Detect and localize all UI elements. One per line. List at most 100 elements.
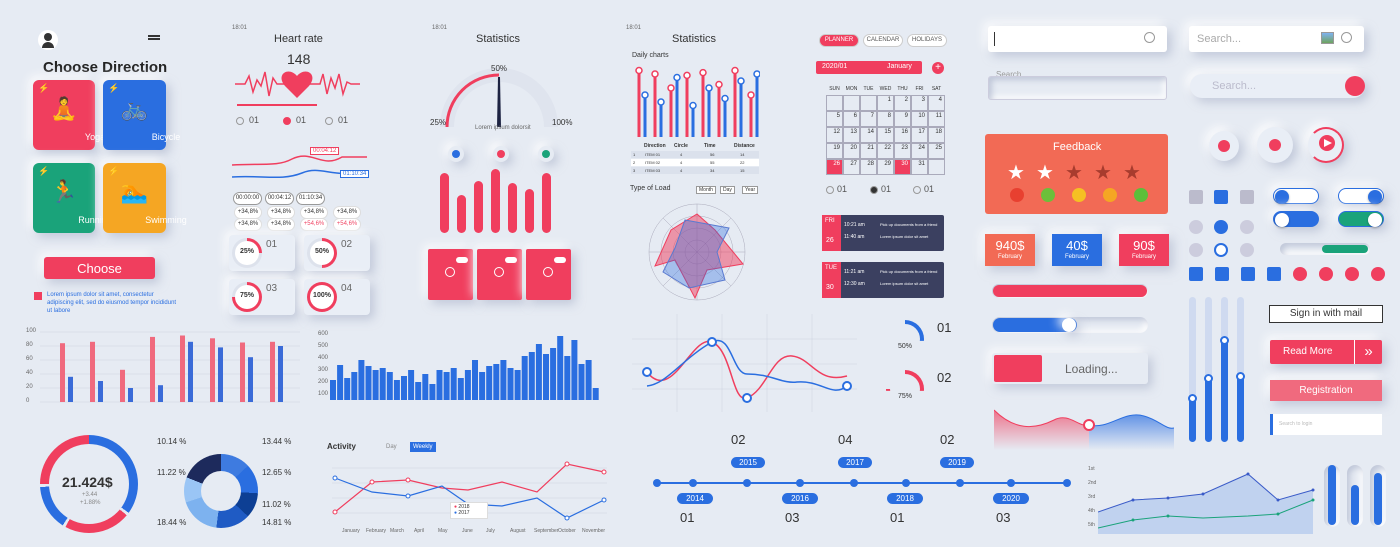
calendar-day[interactable]: 21 <box>860 143 877 159</box>
calendar-day[interactable]: 24 <box>911 143 928 159</box>
day-select[interactable]: Day <box>720 186 735 194</box>
calendar-day[interactable] <box>860 95 877 111</box>
calendar-day[interactable]: 28 <box>860 159 877 175</box>
calendar-day[interactable]: 7 <box>860 111 877 127</box>
toggle-switch[interactable] <box>1338 211 1384 227</box>
search-icon[interactable] <box>1341 32 1352 43</box>
dot-green[interactable] <box>538 146 554 162</box>
calendar-day[interactable]: 22 <box>877 143 894 159</box>
timeline-year[interactable]: 2019 <box>940 457 974 468</box>
avatar[interactable] <box>38 30 58 50</box>
calendar-day[interactable]: 15 <box>877 127 894 143</box>
star-icon[interactable]: ★ <box>1036 162 1054 184</box>
tab-weekly[interactable]: Weekly <box>410 442 436 452</box>
record-button[interactable] <box>1209 131 1239 161</box>
image-icon[interactable] <box>1321 32 1334 44</box>
timeline-node[interactable] <box>1063 479 1071 487</box>
login-field[interactable]: Search to login <box>1270 414 1382 435</box>
choose-button[interactable]: Choose <box>44 257 155 279</box>
toggle-switch[interactable] <box>1273 211 1319 227</box>
calendar-day[interactable]: 11 <box>928 111 945 127</box>
dot-red[interactable] <box>493 146 509 162</box>
star-icon[interactable]: ★ <box>1123 162 1141 184</box>
add-event-button[interactable]: + <box>932 62 944 74</box>
calendar-day[interactable]: 2 <box>894 95 911 111</box>
settings-card[interactable] <box>526 249 571 300</box>
slider-knob[interactable] <box>1188 394 1197 403</box>
time-pill[interactable]: 00:04:12 <box>265 192 294 205</box>
calendar-day[interactable]: 14 <box>860 127 877 143</box>
radio-button[interactable] <box>1189 220 1203 234</box>
timeline-node[interactable] <box>1007 479 1015 487</box>
face-icon[interactable] <box>1103 188 1117 202</box>
calendar-day[interactable] <box>826 95 843 111</box>
calendar-day[interactable] <box>843 95 860 111</box>
search-icon[interactable] <box>1144 32 1155 43</box>
vertical-slider[interactable] <box>1189 297 1196 442</box>
timeline-node[interactable] <box>956 479 964 487</box>
timeline-node[interactable] <box>689 479 697 487</box>
calendar-day[interactable]: 8 <box>877 111 894 127</box>
plus-icon[interactable] <box>1293 267 1307 281</box>
sign-in-button[interactable]: Sign in with mail <box>1269 305 1383 323</box>
face-icon[interactable] <box>1134 188 1148 202</box>
timeline-year[interactable]: 2016 <box>782 493 818 504</box>
month-select[interactable]: Month <box>696 186 716 194</box>
star-icon[interactable]: ★ <box>1065 162 1083 184</box>
tab-holidays[interactable]: HOLIDAYS <box>907 34 947 47</box>
card-bicycle[interactable]: ⚡ 🚲 Bicycle <box>103 80 180 150</box>
search-button[interactable] <box>1345 76 1365 96</box>
search-box-3[interactable]: Search... <box>1190 74 1365 98</box>
star-icon[interactable]: ★ <box>1094 162 1112 184</box>
user-icon[interactable] <box>1345 267 1359 281</box>
radio-button[interactable] <box>1214 243 1228 257</box>
toggle-switch[interactable] <box>1338 188 1384 204</box>
timeline-node[interactable] <box>796 479 804 487</box>
close-icon[interactable] <box>1267 267 1281 281</box>
calendar-day[interactable]: 17 <box>911 127 928 143</box>
toggle-switch[interactable] <box>1273 188 1319 204</box>
search-box-2[interactable]: Search... <box>1189 26 1364 52</box>
tab-day[interactable]: Day <box>386 444 397 450</box>
checkbox[interactable] <box>1189 190 1203 204</box>
option-radio[interactable] <box>283 117 291 125</box>
calendar-day[interactable]: 30 <box>894 159 911 175</box>
price-tag[interactable] <box>1119 234 1169 266</box>
option-radio[interactable] <box>325 117 333 125</box>
search-box[interactable] <box>988 26 1167 52</box>
checked-radio[interactable] <box>1214 220 1228 234</box>
timeline-node[interactable] <box>653 479 661 487</box>
settings-card[interactable] <box>428 249 473 300</box>
dot-blue[interactable] <box>448 146 464 162</box>
tab-calendar[interactable]: CALENDAR <box>863 34 903 47</box>
calendar-day[interactable]: 3 <box>911 95 928 111</box>
timeline-year[interactable]: 2015 <box>731 457 765 468</box>
calendar-day[interactable]: 9 <box>894 111 911 127</box>
calendar-day[interactable]: 20 <box>843 143 860 159</box>
price-tag[interactable] <box>985 234 1035 266</box>
vertical-slider[interactable] <box>1237 297 1244 442</box>
vertical-slider[interactable] <box>1205 297 1212 442</box>
checkbox-checked-icon[interactable] <box>1189 267 1203 281</box>
arrow-up-icon[interactable] <box>1215 267 1229 281</box>
calendar-day[interactable]: 13 <box>843 127 860 143</box>
face-icon[interactable] <box>1041 188 1055 202</box>
settings-card[interactable] <box>477 249 522 300</box>
face-icon[interactable] <box>1010 188 1024 202</box>
card-yoga[interactable]: ⚡ 🧘 Yoga <box>33 80 105 150</box>
calendar-day[interactable]: 19 <box>826 143 843 159</box>
slider-knob[interactable] <box>1204 374 1213 383</box>
calendar-day[interactable]: 31 <box>911 159 928 175</box>
registration-button[interactable]: Registration <box>1270 380 1382 401</box>
play-button[interactable] <box>1308 127 1344 163</box>
calendar-day[interactable]: 1 <box>877 95 894 111</box>
timeline-node[interactable] <box>743 479 751 487</box>
calendar-day[interactable]: 6 <box>843 111 860 127</box>
radio-button[interactable] <box>1240 220 1254 234</box>
timeline-year[interactable]: 2017 <box>838 457 872 468</box>
card-toggle[interactable] <box>456 257 468 263</box>
time-pill[interactable]: 00:00:00 <box>233 192 262 205</box>
slider-knob[interactable] <box>1220 336 1229 345</box>
option-radio[interactable] <box>236 117 244 125</box>
card-running[interactable]: ⚡ 🏃 Running <box>33 163 112 233</box>
